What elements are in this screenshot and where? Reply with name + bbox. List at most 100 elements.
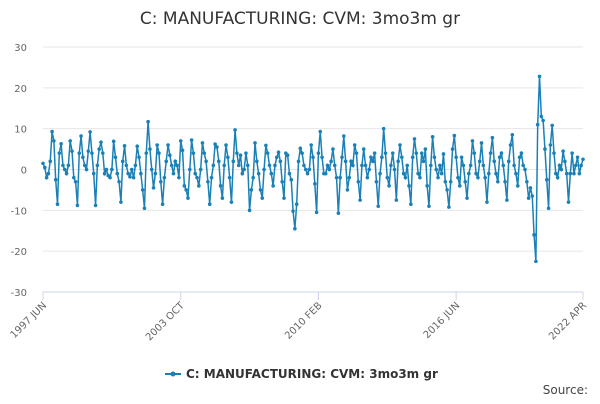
point xyxy=(155,143,159,147)
point xyxy=(178,139,183,143)
point xyxy=(302,163,306,168)
point xyxy=(229,200,234,204)
point xyxy=(474,171,478,176)
point xyxy=(510,132,515,137)
point xyxy=(231,159,236,164)
point xyxy=(376,204,381,209)
point xyxy=(180,148,185,153)
point xyxy=(557,163,562,168)
point xyxy=(75,203,80,208)
point xyxy=(546,206,551,211)
point xyxy=(539,114,544,119)
point xyxy=(544,177,549,182)
point xyxy=(414,151,419,155)
point xyxy=(534,259,538,264)
point xyxy=(327,167,332,172)
point xyxy=(182,184,187,188)
point xyxy=(530,194,535,198)
point xyxy=(293,226,297,231)
point xyxy=(506,159,511,164)
point xyxy=(273,163,277,168)
point xyxy=(61,163,65,168)
point xyxy=(554,171,558,176)
point xyxy=(135,144,140,149)
point xyxy=(329,159,333,164)
point xyxy=(465,196,469,200)
point xyxy=(331,147,335,151)
point xyxy=(211,163,216,168)
point xyxy=(490,135,495,140)
point xyxy=(477,159,482,164)
point xyxy=(289,177,294,182)
point xyxy=(184,188,188,192)
point xyxy=(269,171,274,176)
point xyxy=(398,143,402,147)
point xyxy=(52,139,56,143)
point xyxy=(528,186,533,190)
point xyxy=(496,179,500,184)
y-tick-label: -10 xyxy=(11,206,27,217)
point xyxy=(342,134,346,138)
point xyxy=(336,211,341,215)
point xyxy=(129,167,134,172)
point xyxy=(436,175,440,180)
point xyxy=(467,171,471,176)
point xyxy=(115,171,120,176)
point xyxy=(236,163,241,168)
point xyxy=(249,188,254,192)
x-tick-label: 2016 JUN xyxy=(422,300,463,341)
legend-label: C: MANUFACTURING: CVM: 3mo3m gr xyxy=(186,367,438,381)
point xyxy=(494,171,498,176)
point xyxy=(405,163,410,168)
point xyxy=(55,202,60,207)
point xyxy=(148,147,152,151)
point xyxy=(298,146,303,151)
point xyxy=(577,171,582,176)
point xyxy=(526,196,531,200)
point xyxy=(572,171,576,176)
point xyxy=(218,184,223,188)
point xyxy=(265,151,270,155)
point xyxy=(278,159,283,164)
point xyxy=(158,179,163,184)
point xyxy=(142,206,147,211)
point xyxy=(213,142,217,146)
point xyxy=(535,122,540,127)
point xyxy=(311,155,315,160)
point xyxy=(481,163,486,168)
point xyxy=(164,159,169,164)
point xyxy=(483,175,487,180)
y-tick-label: 0 xyxy=(21,166,27,177)
point xyxy=(160,202,165,207)
point xyxy=(81,155,85,160)
point xyxy=(262,167,266,172)
point xyxy=(255,159,259,164)
y-tick-label: -30 xyxy=(11,288,27,299)
point xyxy=(197,184,201,188)
point xyxy=(370,159,375,164)
point xyxy=(418,175,422,180)
point xyxy=(57,151,62,155)
point xyxy=(111,139,116,144)
point xyxy=(463,179,468,184)
point xyxy=(374,179,379,184)
point xyxy=(244,151,248,155)
point xyxy=(200,141,205,145)
point xyxy=(332,163,337,168)
point xyxy=(282,196,286,200)
point xyxy=(412,137,417,141)
point xyxy=(274,155,279,160)
point xyxy=(173,159,178,164)
point xyxy=(385,175,390,180)
point xyxy=(334,175,339,180)
point xyxy=(137,155,141,160)
point xyxy=(486,171,491,176)
point xyxy=(285,153,290,158)
point xyxy=(439,171,444,176)
point xyxy=(216,159,221,164)
point xyxy=(548,143,553,147)
point xyxy=(267,163,272,168)
x-tick-label: 2022 APR xyxy=(547,300,589,342)
point xyxy=(126,171,130,176)
